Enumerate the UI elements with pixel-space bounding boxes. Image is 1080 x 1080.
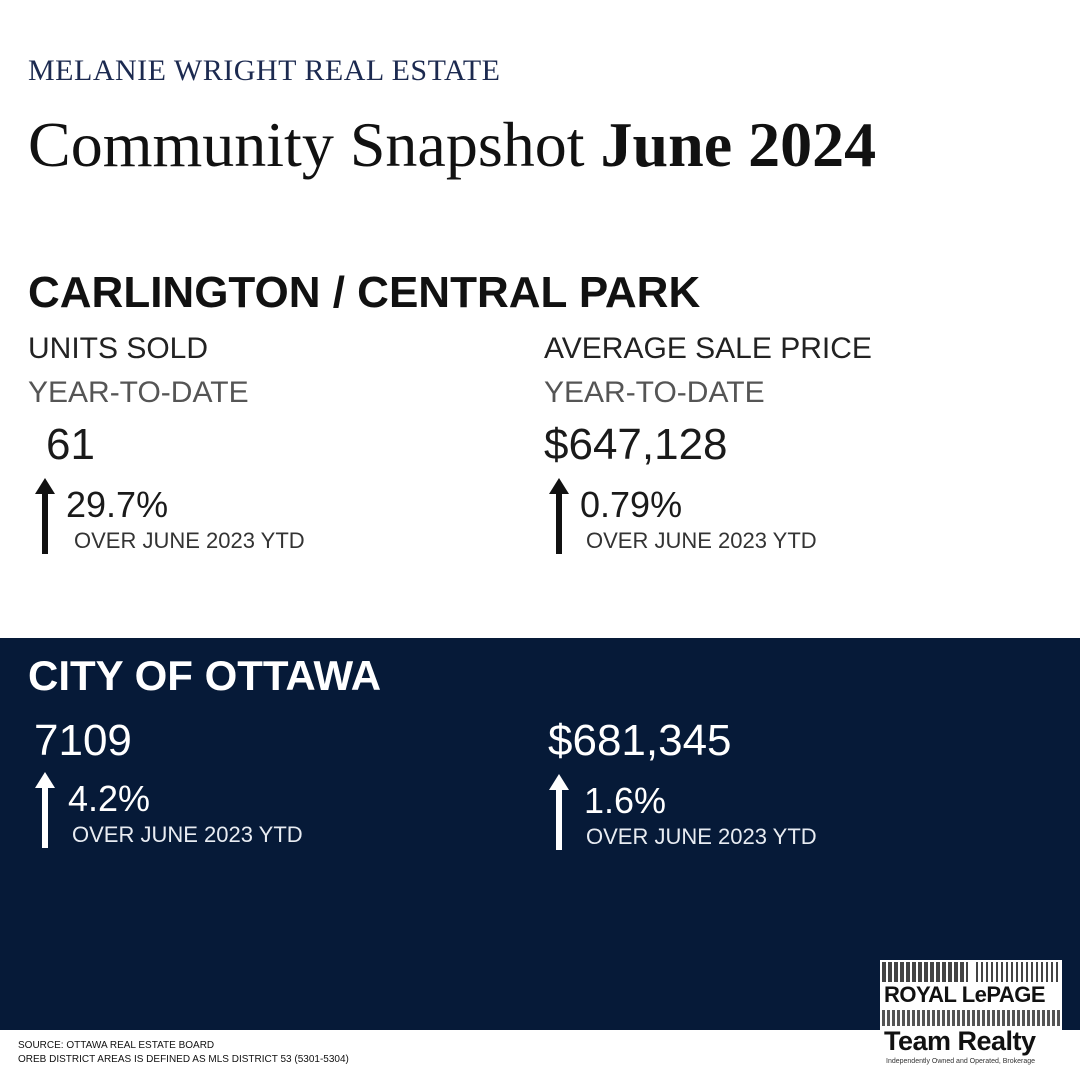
logo-tagline: Independently Owned and Operated, Broker… <box>886 1058 1036 1065</box>
city-units-change: 4.2% <box>68 778 151 819</box>
logo-bars-top-left <box>882 962 968 982</box>
logo-bars-middle <box>882 1010 1060 1026</box>
price-period-label: YEAR-TO-DATE <box>544 376 765 409</box>
price-compare: OVER JUNE 2023 YTD <box>586 528 817 553</box>
brand-name: MELANIE WRIGHT REAL ESTATE <box>28 54 501 87</box>
city-units-compare: OVER JUNE 2023 YTD <box>72 822 303 847</box>
units-compare: OVER JUNE 2023 YTD <box>74 528 305 553</box>
community-name: CARLINGTON / CENTRAL PARK <box>28 268 701 317</box>
city-price-value: $681,345 <box>548 716 732 765</box>
title-date: June 2024 <box>600 109 877 180</box>
price-change: 0.79% <box>580 484 683 525</box>
city-price-change: 1.6% <box>584 780 667 821</box>
royal-lepage-logo: ROYAL LePAGE Team Realty Independently O… <box>880 960 1062 1072</box>
page-title: Community Snapshot June 2024 <box>28 108 876 182</box>
district-note: OREB DISTRICT AREAS IS DEFINED AS MLS DI… <box>18 1054 349 1065</box>
units-change: 29.7% <box>66 484 169 525</box>
city-units-value: 7109 <box>34 716 132 765</box>
title-prefix: Community Snapshot <box>28 109 601 180</box>
up-arrow-icon <box>35 772 55 848</box>
city-price-compare: OVER JUNE 2023 YTD <box>586 824 817 849</box>
logo-brand-text: ROYAL LePAGE <box>884 982 1046 1007</box>
units-sold-label: UNITS SOLD <box>28 332 209 365</box>
source-note: SOURCE: OTTAWA REAL ESTATE BOARD <box>18 1040 215 1051</box>
avg-price-value: $647,128 <box>544 420 728 469</box>
units-period-label: YEAR-TO-DATE <box>28 376 249 409</box>
up-arrow-icon <box>35 478 55 554</box>
up-arrow-icon <box>549 478 569 554</box>
avg-price-label: AVERAGE SALE PRICE <box>544 332 872 365</box>
logo-bars-top-right <box>976 962 1060 982</box>
up-arrow-icon <box>549 774 569 850</box>
units-sold-value: 61 <box>46 420 95 469</box>
city-section: CITY OF OTTAWA 7109 4.2% OVER JUNE 2023 … <box>0 638 1080 1030</box>
city-name: CITY OF OTTAWA <box>28 652 382 699</box>
logo-team-text: Team Realty <box>884 1026 1036 1056</box>
